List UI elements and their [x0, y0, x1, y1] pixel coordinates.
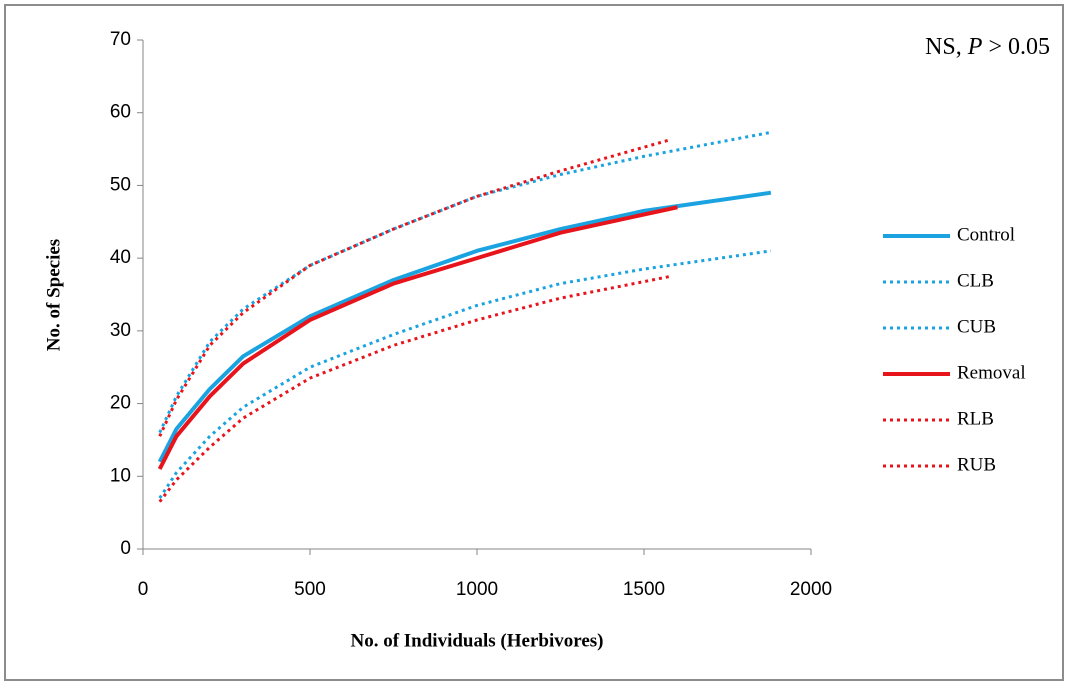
series-line	[158, 138, 672, 437]
y-tick-label: 10	[110, 465, 131, 486]
y-tick-label: 60	[110, 102, 131, 123]
legend-label: Removal	[957, 362, 1026, 383]
series-line	[158, 274, 672, 503]
x-tick-label: 2000	[790, 579, 832, 600]
y-tick-label: 0	[120, 538, 131, 559]
legend-label: CUB	[957, 316, 996, 337]
y-tick-label: 20	[110, 393, 131, 414]
x-tick-label: 0	[138, 579, 149, 600]
y-tick-label: 30	[110, 320, 131, 341]
chart-border	[4, 4, 1064, 681]
legend-label: RUB	[957, 454, 996, 475]
x-tick-label: 500	[294, 579, 326, 600]
y-tick-label: 40	[110, 247, 131, 268]
y-axis-title: No. of Species	[43, 239, 64, 351]
series-line	[157, 205, 678, 470]
series-line	[158, 130, 772, 434]
x-axis-title: No. of Individuals (Herbivores)	[350, 630, 603, 651]
annotation: NS, P > 0.05	[925, 34, 1050, 60]
x-tick-label: 1000	[456, 579, 498, 600]
annotation-part: > 0.05	[988, 34, 1050, 60]
legend-label: RLB	[957, 408, 994, 429]
legend-label: Control	[957, 224, 1015, 245]
x-tick-label: 1500	[623, 579, 665, 600]
annotation-part: NS,	[925, 34, 962, 60]
legend-label: CLB	[957, 270, 994, 291]
y-tick-label: 70	[110, 29, 131, 50]
series-line	[157, 190, 772, 463]
series-line	[158, 249, 772, 499]
y-tick-label: 50	[110, 174, 131, 195]
annotation-part: P	[967, 34, 983, 60]
